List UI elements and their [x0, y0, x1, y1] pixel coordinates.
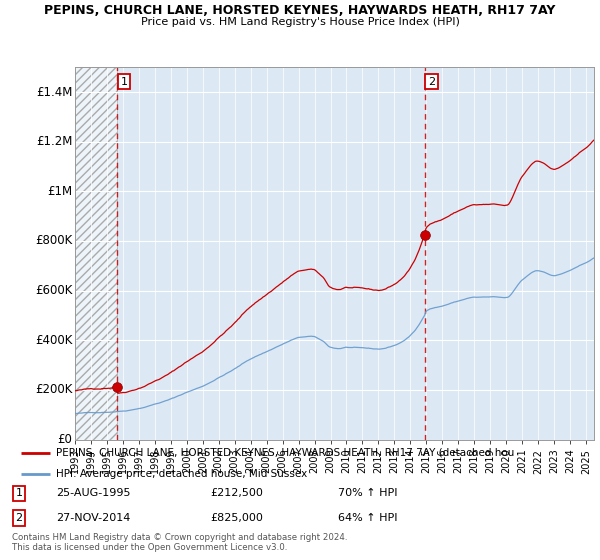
Text: £200K: £200K [35, 384, 73, 396]
Text: 64% ↑ HPI: 64% ↑ HPI [338, 513, 397, 523]
Text: Price paid vs. HM Land Registry's House Price Index (HPI): Price paid vs. HM Land Registry's House … [140, 17, 460, 27]
Text: 70% ↑ HPI: 70% ↑ HPI [338, 488, 397, 498]
Text: £600K: £600K [35, 284, 73, 297]
Text: 1: 1 [16, 488, 22, 498]
Text: 2: 2 [16, 513, 23, 523]
Bar [75, 67, 118, 440]
Text: HPI: Average price, detached house, Mid Sussex: HPI: Average price, detached house, Mid … [56, 469, 307, 479]
Text: 1: 1 [121, 77, 128, 86]
Text: £800K: £800K [35, 235, 73, 248]
Text: £1M: £1M [47, 185, 73, 198]
Text: £1.2M: £1.2M [36, 135, 73, 148]
Text: This data is licensed under the Open Government Licence v3.0.: This data is licensed under the Open Gov… [12, 543, 287, 552]
Text: £825,000: £825,000 [210, 513, 263, 523]
Text: 25-AUG-1995: 25-AUG-1995 [56, 488, 130, 498]
Text: £400K: £400K [35, 334, 73, 347]
Text: Contains HM Land Registry data © Crown copyright and database right 2024.: Contains HM Land Registry data © Crown c… [12, 533, 347, 542]
Text: 2: 2 [428, 77, 435, 86]
Text: PEPINS, CHURCH LANE, HORSTED KEYNES, HAYWARDS HEATH, RH17 7AY: PEPINS, CHURCH LANE, HORSTED KEYNES, HAY… [44, 4, 556, 17]
Text: £212,500: £212,500 [210, 488, 263, 498]
Bar [75, 67, 118, 440]
Text: PEPINS, CHURCH LANE, HORSTED KEYNES, HAYWARDS HEATH, RH17 7AY (detached hou: PEPINS, CHURCH LANE, HORSTED KEYNES, HAY… [56, 448, 514, 458]
Text: £1.4M: £1.4M [36, 86, 73, 99]
Text: £0: £0 [58, 433, 73, 446]
Text: 27-NOV-2014: 27-NOV-2014 [56, 513, 130, 523]
